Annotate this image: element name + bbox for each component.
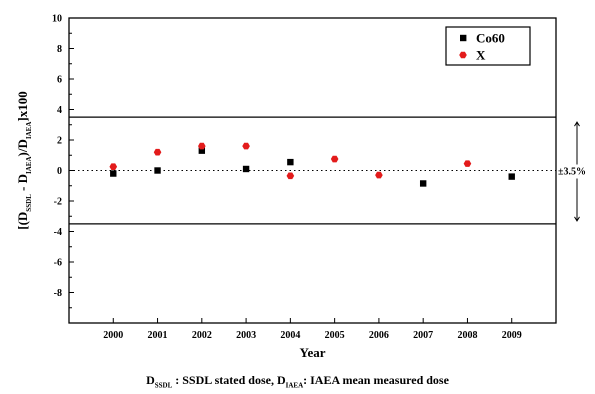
point-x [330, 155, 339, 163]
band-label: ±3.5% [558, 167, 586, 178]
y-title-part: - D [15, 174, 30, 194]
point-x [463, 160, 472, 167]
y-title-subscript: IAEA [25, 156, 33, 174]
point-x [286, 172, 295, 180]
y-tick-label: 4 [57, 105, 62, 116]
tolerance-band-marker: ±3.5% [558, 121, 586, 222]
point-co60 [198, 147, 206, 154]
point-x [153, 148, 162, 156]
legend-marker-co60 [460, 34, 467, 42]
x-axis-ticks: 2000 2001 2002 2003 2004 2005 2006 2007 2008 2009 [103, 318, 522, 341]
caption-d1: D [146, 373, 155, 387]
figure-caption: DSSDL : SSDL stated dose, DIAEA: IAEA me… [0, 373, 595, 389]
point-co60 [242, 165, 250, 173]
point-co60 [154, 167, 161, 174]
arrow-up-icon [574, 121, 580, 127]
point-x [375, 171, 383, 179]
y-tick-label: 2 [57, 136, 62, 147]
y-axis-ticks: 10 8 6 4 2 0 -2 -4 -6 -8 [52, 14, 74, 309]
x-tick-label: 2008 [457, 330, 477, 341]
legend-label-co60: Co60 [476, 31, 505, 46]
arrow-down-icon [574, 216, 580, 222]
x-tick-label: 2001 [148, 330, 168, 341]
y-tick-label: 8 [57, 44, 62, 55]
y-axis-title: [(DSSDL - DIAEA)/DIAEA]x100 [15, 91, 33, 230]
data-points [109, 142, 515, 187]
point-co60 [508, 173, 515, 180]
y-title-subscript: IAEA [25, 122, 33, 140]
x-tick-label: 2009 [502, 330, 522, 341]
caption-d1-sub: SSDL [154, 381, 173, 390]
x-tick-label: 2004 [280, 330, 300, 341]
x-axis-title: Year [300, 345, 326, 360]
y-tick-label: -8 [54, 288, 62, 299]
y-title-subscript: SSDL [25, 194, 33, 212]
y-tick-label: -6 [54, 258, 62, 269]
reference-lines [69, 116, 556, 225]
caption-text1: : SSDL stated dose, D [172, 373, 286, 387]
legend-marker-x [459, 51, 467, 59]
y-title-part: )/D [15, 139, 30, 156]
point-x [109, 163, 118, 170]
y-title-part: [(D [15, 212, 30, 230]
y-tick-label: 10 [52, 14, 62, 25]
y-tick-label: -4 [54, 227, 62, 238]
point-x [242, 142, 250, 150]
x-tick-label: 2007 [413, 330, 433, 341]
x-tick-label: 2005 [325, 330, 345, 341]
y-tick-label: 0 [57, 166, 62, 177]
point-co60 [419, 180, 427, 187]
x-tick-label: 2002 [192, 330, 212, 341]
caption-text2: : IAEA mean measured dose [303, 373, 449, 387]
x-tick-label: 2006 [369, 330, 389, 341]
legend: Co60 X [445, 26, 531, 66]
x-tick-label: 2000 [103, 330, 123, 341]
y-tick-label: -2 [54, 197, 62, 208]
point-co60 [287, 158, 294, 166]
legend-label-x: X [476, 48, 486, 63]
y-tick-label: 6 [57, 75, 62, 86]
x-tick-label: 2003 [236, 330, 256, 341]
legend-box [445, 26, 531, 66]
point-x [198, 142, 206, 150]
y-title-part: ]x100 [15, 91, 30, 121]
caption-d2-sub: IAEA [285, 381, 304, 390]
point-co60 [110, 170, 117, 177]
